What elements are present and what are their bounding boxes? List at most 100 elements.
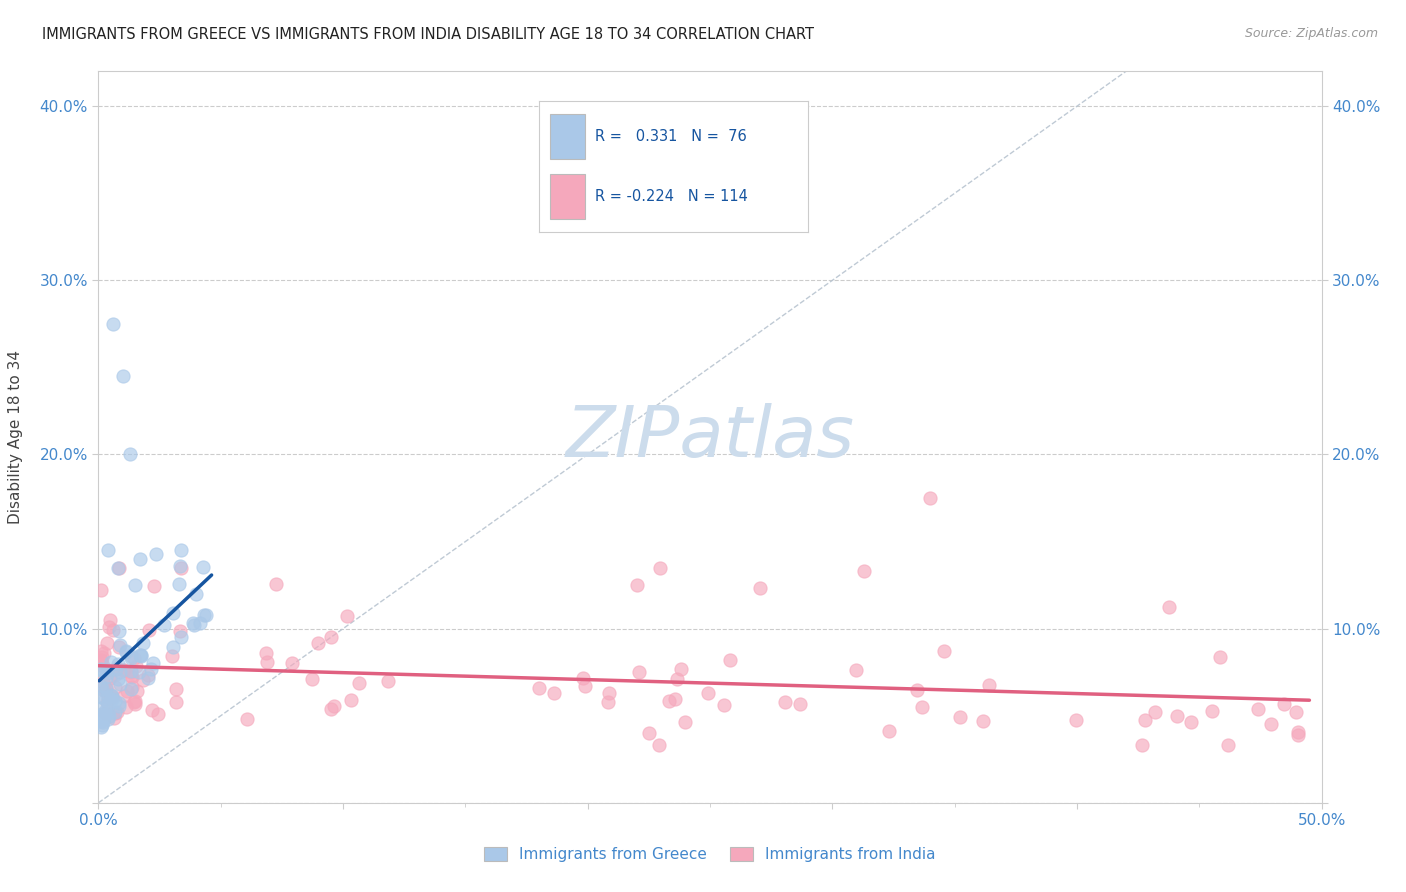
Point <box>104 666 127 681</box>
Point <box>235 713 257 727</box>
Point <box>167 576 190 591</box>
Point <box>256 655 278 669</box>
Point <box>1135 713 1157 727</box>
Point <box>115 644 138 658</box>
Point <box>136 671 159 685</box>
Point <box>90 714 112 729</box>
Point <box>97 543 120 558</box>
Point <box>104 706 127 720</box>
Point <box>1286 724 1309 739</box>
Point <box>91 718 114 732</box>
Point <box>1132 739 1154 753</box>
Point <box>112 689 135 703</box>
Point <box>127 684 149 698</box>
Point <box>125 659 148 673</box>
Point <box>96 681 118 696</box>
Point <box>162 606 184 620</box>
Point <box>977 678 1000 692</box>
Point <box>129 648 152 662</box>
Y-axis label: Disability Age 18 to 34: Disability Age 18 to 34 <box>8 350 22 524</box>
Point <box>90 582 112 597</box>
Point <box>120 681 142 696</box>
Point <box>1274 698 1296 712</box>
Point <box>307 635 329 649</box>
Point <box>749 581 772 595</box>
Point <box>90 690 112 705</box>
Point <box>162 640 184 654</box>
Point <box>96 695 118 709</box>
Point <box>96 666 118 681</box>
Point <box>91 715 114 730</box>
Text: IMMIGRANTS FROM GREECE VS IMMIGRANTS FROM INDIA DISABILITY AGE 18 TO 34 CORRELAT: IMMIGRANTS FROM GREECE VS IMMIGRANTS FRO… <box>42 27 814 42</box>
Point <box>845 663 868 677</box>
Point <box>97 620 120 634</box>
Point <box>658 694 681 708</box>
Point <box>90 681 112 696</box>
Point <box>165 695 187 709</box>
Point <box>111 369 134 384</box>
Point <box>121 669 143 683</box>
Point <box>90 662 112 676</box>
Point <box>132 636 155 650</box>
Point <box>254 646 277 660</box>
Point <box>97 709 120 723</box>
Point <box>628 665 651 679</box>
Point <box>281 657 304 671</box>
Legend: Immigrants from Greece, Immigrants from India: Immigrants from Greece, Immigrants from … <box>478 841 942 868</box>
Point <box>170 560 193 574</box>
Point <box>90 720 112 734</box>
Point <box>93 711 115 725</box>
Point <box>98 671 121 685</box>
Point <box>1285 705 1308 719</box>
Point <box>120 649 142 664</box>
Point <box>1260 717 1282 731</box>
Point <box>1201 704 1223 718</box>
Point <box>340 693 363 707</box>
Point <box>93 706 115 720</box>
Point <box>697 686 720 700</box>
Point <box>107 672 129 686</box>
Point <box>301 672 323 686</box>
Point <box>112 663 135 677</box>
Point <box>103 623 125 637</box>
Point <box>108 560 131 574</box>
Point <box>120 651 142 665</box>
Point <box>104 680 127 694</box>
Point <box>107 624 129 638</box>
Text: ZIPatlas: ZIPatlas <box>565 402 855 472</box>
Point <box>108 638 131 652</box>
Point <box>142 656 165 670</box>
Point <box>108 665 131 680</box>
Point <box>1180 714 1202 729</box>
Point <box>91 707 114 722</box>
Point <box>94 681 117 696</box>
Point <box>103 710 125 724</box>
Point <box>124 694 146 708</box>
Point <box>879 723 901 738</box>
Point <box>669 662 692 676</box>
Point <box>718 653 741 667</box>
Point <box>934 644 956 658</box>
Point <box>90 714 112 728</box>
Point <box>165 682 187 697</box>
Point <box>91 709 114 723</box>
Point <box>105 705 128 719</box>
Point <box>91 650 114 665</box>
Point <box>112 663 135 677</box>
Point <box>853 565 876 579</box>
Point <box>336 608 359 623</box>
Point <box>105 662 128 676</box>
Point <box>920 491 942 505</box>
Point <box>377 673 399 688</box>
Point <box>132 673 155 687</box>
Point <box>96 635 118 649</box>
Point <box>107 640 129 655</box>
Point <box>101 317 124 331</box>
Point <box>97 712 120 726</box>
Point <box>107 657 129 671</box>
Point <box>1143 705 1166 719</box>
Point <box>638 726 661 740</box>
Point <box>572 671 595 685</box>
Point <box>128 665 150 679</box>
Point <box>110 677 132 691</box>
